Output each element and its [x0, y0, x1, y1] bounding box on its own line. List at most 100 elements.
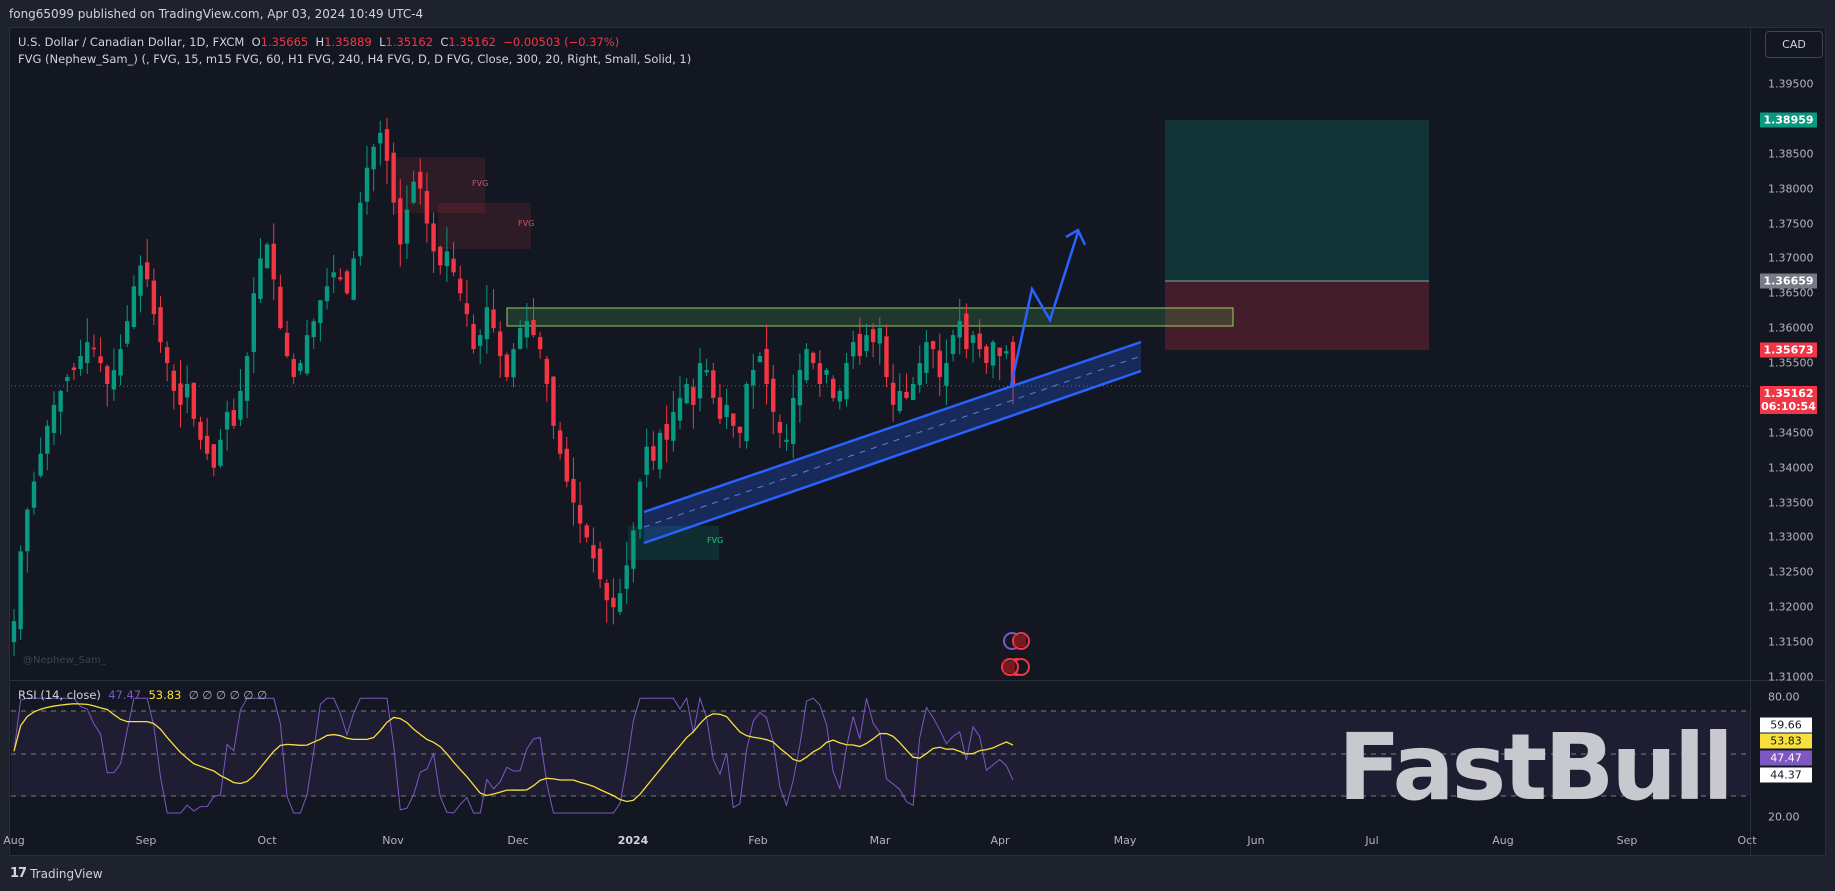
- candle-body: [184, 383, 190, 398]
- price-axis-label: 1.36500: [1768, 286, 1814, 300]
- candle-body: [91, 347, 97, 350]
- candle-body: [164, 347, 170, 364]
- candle-body: [537, 337, 543, 350]
- candle-body: [990, 342, 996, 366]
- channel-midline: [643, 355, 1142, 528]
- candle-body: [977, 333, 982, 350]
- rsi-band-fill: [11, 711, 1750, 796]
- price-axis-label: 1.35500: [1768, 356, 1814, 370]
- candle-body: [444, 251, 450, 267]
- candle-body: [704, 370, 709, 373]
- candle-body: [564, 448, 569, 482]
- pane-separator[interactable]: [9, 680, 1826, 681]
- price-axis-label: 1.33500: [1768, 496, 1814, 510]
- candle-body: [691, 387, 696, 405]
- price-axis-label: 1.38000: [1768, 182, 1814, 196]
- candle-body: [890, 382, 896, 405]
- candle-body: [837, 390, 843, 402]
- candle-body: [304, 335, 310, 374]
- price-tag-last: 1.35162 06:10:54: [1760, 386, 1817, 414]
- high-value: 1.35889: [324, 35, 372, 49]
- time-axis-label: Sep: [135, 834, 157, 847]
- symbol-title[interactable]: U.S. Dollar / Canadian Dollar, 1D, FXCM: [18, 35, 245, 49]
- candle-body: [577, 505, 583, 524]
- us-flag-icon: [1003, 661, 1015, 673]
- time-axis-label: Apr: [990, 834, 1010, 847]
- candle-body: [697, 363, 703, 399]
- position-stop-zone[interactable]: [1165, 281, 1429, 350]
- open-value: 1.35665: [260, 35, 309, 49]
- candle-body: [957, 321, 962, 338]
- candle-body: [331, 272, 336, 278]
- channel-fill[interactable]: [644, 342, 1141, 543]
- fvg-label: FVG: [707, 536, 723, 545]
- candle-body: [38, 453, 43, 476]
- candle-body: [478, 335, 483, 346]
- rsi-ma-line[interactable]: [13, 703, 1014, 803]
- currency-button[interactable]: CAD: [1765, 31, 1823, 58]
- channel-upper-line[interactable]: [643, 340, 1142, 514]
- price-tag-entry: 1.36659: [1760, 273, 1817, 289]
- candle-body: [797, 370, 803, 406]
- candle-body: [624, 565, 629, 589]
- candle-body: [191, 382, 197, 419]
- candle-body: [817, 363, 823, 384]
- fvg-box-bearish-2: [438, 203, 531, 249]
- candle-body: [844, 363, 849, 400]
- candle-body: [264, 244, 270, 269]
- candle-body: [371, 146, 376, 170]
- candle-body: [771, 378, 776, 412]
- time-axis-label: Nov: [382, 834, 404, 847]
- candle-body: [924, 342, 929, 373]
- candle-body: [378, 132, 383, 144]
- candle-body: [291, 359, 296, 377]
- candle-body: [584, 525, 589, 538]
- indicator-author-watermark: @Nephew_Sam_: [23, 655, 106, 666]
- candle-body: [324, 286, 330, 302]
- price-axis-label: 1.34500: [1768, 426, 1814, 440]
- price-axis-label: 1.31000: [1768, 670, 1814, 684]
- candle-body: [557, 430, 563, 454]
- candle-body: [171, 370, 177, 391]
- position-target-zone[interactable]: [1165, 120, 1429, 281]
- channel-lower-line[interactable]: [643, 369, 1142, 545]
- change-value: −0.00503 (−0.37%): [503, 35, 620, 49]
- rsi-line[interactable]: [13, 696, 1014, 814]
- projection-arrow-path[interactable]: [1009, 231, 1080, 387]
- us-flag-icon: [1014, 635, 1026, 647]
- candle-body: [424, 190, 430, 224]
- candle-body: [271, 243, 276, 280]
- candle-body: [71, 367, 77, 371]
- candle-body: [664, 423, 669, 440]
- candle-body: [870, 329, 876, 343]
- candle-body: [431, 223, 436, 252]
- candle-body: [551, 376, 556, 426]
- close-label: C: [440, 35, 449, 49]
- candle-body: [118, 349, 123, 376]
- rsi-extra-values: ∅ ∅ ∅ ∅ ∅ ∅: [188, 688, 268, 702]
- price-tag-target: 1.38959: [1760, 112, 1817, 128]
- resistance-zone[interactable]: [506, 307, 1234, 327]
- publisher-line: fong65099 published on TradingView.com, …: [9, 7, 424, 21]
- candle-body: [344, 271, 350, 294]
- rsi-legend[interactable]: RSI (14, close) 47.47 53.83 ∅ ∅ ∅ ∅ ∅ ∅: [18, 688, 267, 702]
- candle-body: [737, 426, 743, 433]
- candle-body: [218, 439, 223, 466]
- time-axis-label: Aug: [3, 834, 25, 847]
- candle-body: [964, 313, 969, 350]
- candle-body: [1010, 341, 1016, 387]
- candle-body: [571, 478, 576, 503]
- indicator-legend-fvg[interactable]: FVG (Nephew_Sam_) (, FVG, 15, m15 FVG, 6…: [18, 52, 692, 66]
- candle-body: [318, 300, 323, 323]
- candle-body: [811, 352, 816, 364]
- candle-body: [358, 202, 363, 257]
- tradingview-footer[interactable]: 𝟭𝟳 TradingView: [10, 866, 103, 881]
- rsi-ma-value: 53.83: [148, 688, 182, 702]
- candle-body: [484, 307, 490, 340]
- candle-body: [711, 370, 716, 398]
- time-axis-label: Oct: [1737, 834, 1757, 847]
- rsi-axis-20: 20.00: [1768, 810, 1800, 824]
- candle-body: [864, 335, 869, 352]
- price-axis-label: 1.32000: [1768, 600, 1814, 614]
